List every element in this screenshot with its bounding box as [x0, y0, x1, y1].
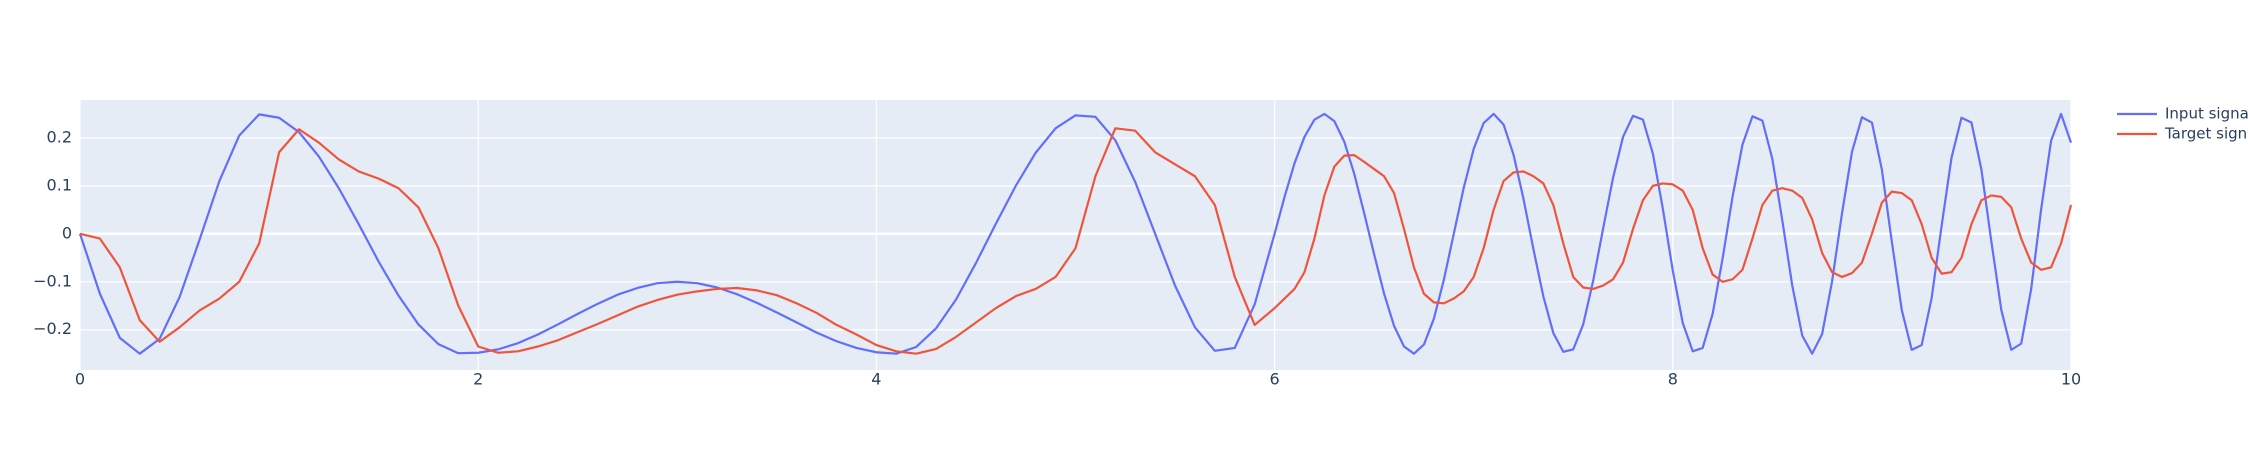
x-tick-label: 8	[1668, 370, 1678, 389]
x-tick-label: 4	[871, 370, 881, 389]
legend-label[interactable]: Input signal	[2165, 105, 2248, 123]
x-tick-label: 10	[2061, 370, 2081, 389]
legend-label[interactable]: Target signal	[2164, 125, 2248, 143]
y-tick-label: −0.2	[33, 319, 72, 338]
y-tick-label: 0.1	[47, 175, 72, 194]
series-line	[78, 112, 2073, 355]
y-tick-label: 0	[62, 223, 72, 242]
series-line	[79, 127, 2073, 355]
x-tick-label: 6	[1270, 370, 1280, 389]
x-tick-label: 2	[473, 370, 483, 389]
y-tick-label: −0.1	[33, 271, 72, 290]
y-tick-label: 0.2	[47, 127, 72, 146]
x-tick-label: 0	[75, 370, 85, 389]
